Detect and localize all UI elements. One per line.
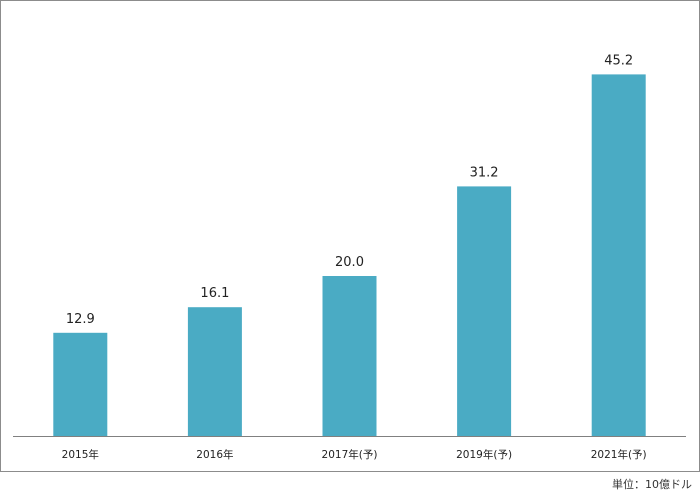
data-label-0: 12.9: [66, 312, 95, 327]
bar-2: [322, 276, 377, 436]
x-tick-label-4: 2021年(予): [591, 448, 647, 461]
bar-1: [187, 307, 242, 436]
data-label-2: 20.0: [335, 255, 364, 270]
data-label-4: 45.2: [604, 53, 633, 68]
bar-chart: 12.9 2015年 16.1 2016年 20.0 2017年(予) 31.2 2019年(…: [13, 53, 686, 461]
bar-3: [457, 186, 512, 436]
x-tick-label-2: 2017年(予): [322, 448, 378, 461]
x-tick-label-1: 2016年: [196, 448, 233, 461]
unit-note: 単位：10億ドル: [612, 478, 692, 491]
data-label-1: 16.1: [200, 286, 229, 301]
x-tick-label-3: 2019年(予): [456, 448, 512, 461]
bar-0: [53, 332, 108, 436]
data-label-3: 31.2: [470, 165, 499, 180]
bar-4: [591, 74, 646, 437]
x-tick-label-0: 2015年: [62, 448, 99, 461]
